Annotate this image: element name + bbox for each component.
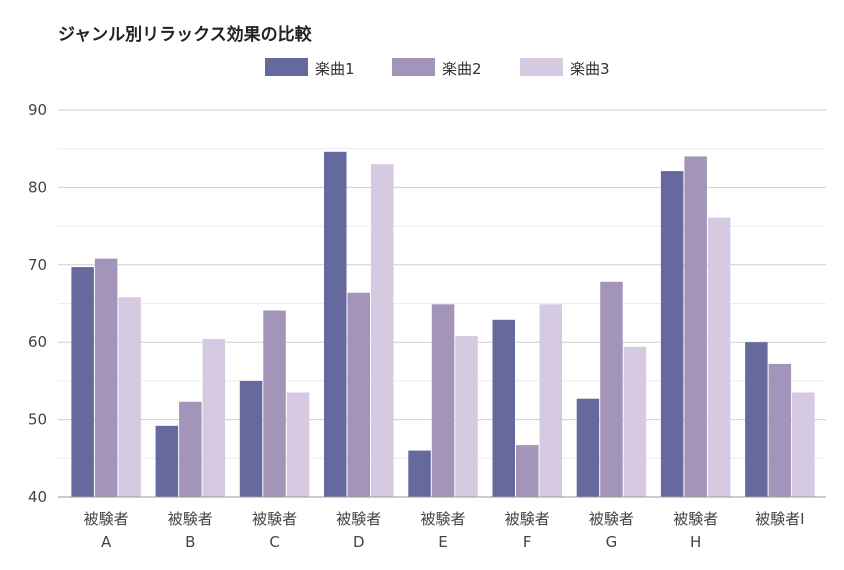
bar-series-3-category-8: [707, 217, 731, 497]
x-tick-label: F: [523, 533, 532, 551]
x-tick-label: 被験者: [420, 510, 465, 528]
legend-label-series-1: 楽曲1: [315, 60, 355, 78]
x-tick-label: 被験者: [84, 510, 129, 528]
y-tick-label: 40: [28, 488, 47, 506]
bar-series-1-category-9: [745, 342, 768, 497]
bar-series-2-category-3: [263, 310, 286, 497]
bar-series-3-category-6: [539, 304, 562, 497]
bar-series-1-category-4: [324, 151, 347, 498]
x-tick-label: 被験者: [505, 510, 550, 528]
legend-swatch-series-2: [392, 58, 435, 76]
bar-series-1-category-6: [492, 319, 515, 497]
x-tick-label: 被験者: [336, 510, 381, 528]
x-tick-label: A: [101, 533, 112, 551]
bar-series-1-category-8: [660, 171, 684, 497]
bar-series-3-category-7: [623, 346, 647, 497]
bar-series-3-category-3: [286, 392, 310, 497]
x-tick-label: B: [185, 533, 195, 551]
bar-series-1-category-2: [155, 425, 179, 497]
x-tick-label: H: [690, 533, 701, 551]
x-tick-label: 被験者: [252, 510, 297, 528]
bar-series-1-category-3: [239, 380, 263, 497]
y-tick-label: 70: [28, 256, 47, 274]
bar-series-1-category-1: [71, 267, 94, 497]
bar-series-2-category-4: [347, 292, 370, 497]
y-tick-label: 60: [28, 333, 47, 351]
x-tick-label: 被験者: [589, 510, 634, 528]
bar-series-2-category-2: [179, 401, 202, 497]
x-tick-label: 被験者: [168, 510, 213, 528]
bar-series-2-category-8: [684, 156, 707, 497]
bar-series-3-category-1: [118, 297, 141, 497]
x-tick-label: 被験者: [673, 510, 718, 528]
bar-series-3-category-4: [371, 164, 394, 497]
x-tick-label: G: [606, 533, 618, 551]
y-tick-label: 80: [28, 178, 47, 196]
legend-label-series-2: 楽曲2: [442, 60, 482, 78]
bar-series-1-category-5: [408, 450, 431, 497]
bar-series-2-category-5: [431, 304, 455, 497]
bar-series-2-category-6: [516, 445, 539, 497]
x-tick-label: C: [269, 533, 279, 551]
legend-label-series-3: 楽曲3: [570, 60, 610, 78]
y-axis-ticks: 40 50 60 70 80 90: [28, 101, 47, 506]
x-tick-label: 被験者I: [755, 510, 804, 528]
bar-series-3-category-2: [202, 339, 226, 497]
chart-title: ジャンル別リラックス効果の比較: [58, 24, 313, 45]
y-tick-label: 90: [28, 101, 47, 119]
bar-series-1-category-7: [576, 398, 600, 497]
legend: 楽曲1 楽曲2 楽曲3: [265, 58, 610, 78]
y-tick-label: 50: [28, 411, 47, 429]
bar-series-2-category-9: [768, 363, 792, 497]
bar-series-2-category-1: [94, 258, 118, 497]
legend-swatch-series-1: [265, 58, 308, 76]
bar-series-2-category-7: [600, 281, 623, 497]
legend-swatch-series-3: [520, 58, 563, 76]
bar-series-3-category-9: [792, 392, 815, 497]
x-axis-ticks: 被験者 A 被験者 B 被験者 C 被験者 D 被験者 E 被験者 F 被験者 G 被験者 H 被験者I: [84, 510, 805, 551]
x-tick-label: E: [438, 533, 447, 551]
bar-series-3-category-5: [455, 336, 478, 497]
x-tick-label: D: [353, 533, 365, 551]
bars: [71, 151, 815, 498]
